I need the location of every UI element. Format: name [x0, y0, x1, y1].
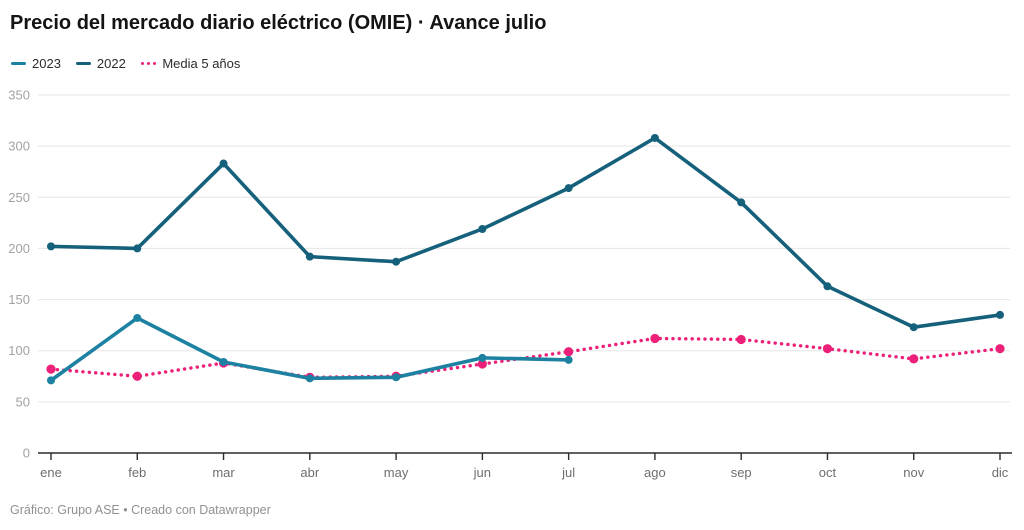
svg-text:may: may	[384, 465, 409, 480]
svg-text:ene: ene	[40, 465, 62, 480]
svg-text:jul: jul	[561, 465, 575, 480]
chart-title: Precio del mercado diario eléctrico (OMI…	[10, 12, 547, 34]
svg-text:abr: abr	[300, 465, 319, 480]
legend-label-media-5-anos: Media 5 años	[162, 56, 241, 71]
svg-text:200: 200	[8, 241, 30, 256]
legend-swatch-2022	[75, 61, 91, 66]
legend-label-2022: 2022	[96, 56, 126, 71]
svg-text:ago: ago	[644, 465, 666, 480]
svg-text:nov: nov	[903, 465, 924, 480]
svg-text:300: 300	[8, 139, 30, 154]
svg-text:oct: oct	[819, 465, 837, 480]
svg-text:sep: sep	[731, 465, 752, 480]
legend-swatch-media-5-anos	[140, 61, 157, 66]
svg-text:jun: jun	[473, 465, 491, 480]
svg-text:100: 100	[8, 343, 30, 358]
legend-item-2023: 2023	[11, 56, 61, 71]
legend-item-2022: 2022	[75, 56, 126, 71]
svg-text:mar: mar	[212, 465, 235, 480]
legend-item-media-5-anos: Media 5 años	[140, 56, 241, 71]
svg-text:350: 350	[8, 88, 30, 103]
svg-text:0: 0	[23, 446, 30, 461]
legend: 2023 2022 Media 5 años	[11, 56, 240, 71]
svg-text:250: 250	[8, 190, 30, 205]
svg-text:50: 50	[16, 394, 30, 409]
svg-text:dic: dic	[992, 465, 1009, 480]
svg-text:150: 150	[8, 292, 30, 307]
attribution: Gráfico: Grupo ASE • Creado con Datawrap…	[10, 503, 271, 517]
legend-label-2023: 2023	[32, 56, 61, 71]
legend-swatch-2023	[11, 61, 26, 66]
svg-text:feb: feb	[128, 465, 146, 480]
